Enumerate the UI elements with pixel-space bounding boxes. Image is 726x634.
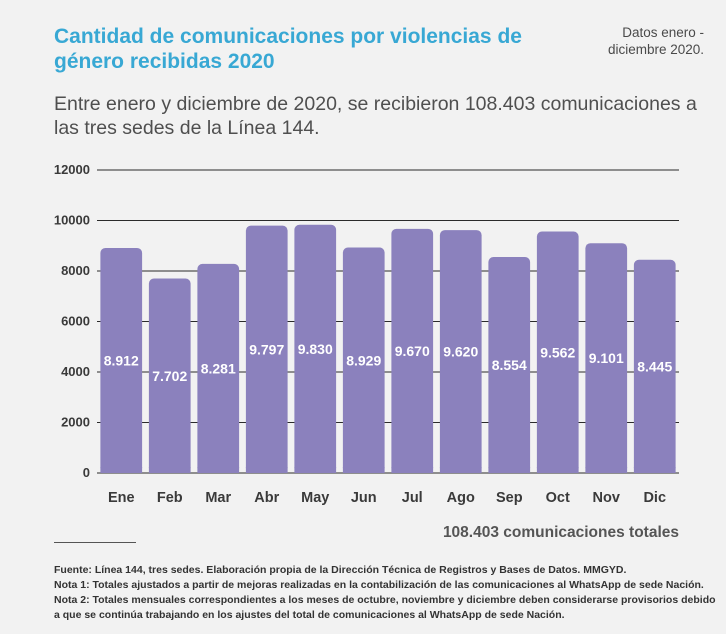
- labels: 0 2000 4000 6000 8000 10000 12000 8.912 Ene 7.702…: [54, 162, 673, 506]
- x-tick-label: Abr: [254, 490, 279, 506]
- bar-base: [197, 467, 240, 473]
- chart-subtitle: Entre enero y diciembre de 2020, se reci…: [54, 93, 697, 139]
- bar: [294, 224, 337, 473]
- data-label: 8.929: [346, 352, 381, 368]
- y-tick-label: 8000: [61, 263, 90, 278]
- bar: [342, 247, 385, 473]
- y-tick-label: 10000: [54, 213, 90, 228]
- divider: [54, 542, 136, 543]
- bar-base: [439, 467, 482, 473]
- data-label: 9.620: [443, 344, 478, 360]
- x-tick-label: Jul: [402, 490, 423, 506]
- x-tick-label: May: [301, 490, 329, 506]
- data-label: 9.830: [298, 341, 333, 357]
- x-tick-label: Sep: [496, 490, 523, 506]
- bar-chart: 0 2000 4000 6000 8000 10000 12000 8.912 Ene 7.702…: [54, 162, 679, 506]
- data-label: 9.562: [540, 344, 575, 360]
- x-tick-label: Dic: [643, 490, 666, 506]
- data-label: 7.702: [152, 368, 187, 384]
- y-tick-label: 2000: [61, 415, 90, 430]
- bar: [633, 259, 676, 473]
- bar-base: [391, 467, 434, 473]
- note-1: Nota 1: Totales ajustados a partir de me…: [54, 579, 704, 591]
- bar: [585, 243, 628, 473]
- footnotes: Fuente: Línea 144, tres sedes. Elaboraci…: [54, 563, 724, 623]
- bar-base: [536, 467, 579, 473]
- total-label: 108.403 comunicaciones totales: [442, 524, 679, 541]
- data-label: 8.912: [104, 352, 139, 368]
- x-tick-label: Feb: [157, 490, 183, 506]
- bar-base: [245, 467, 288, 473]
- y-tick-label: 12000: [54, 162, 90, 177]
- bar-base: [342, 467, 385, 473]
- x-tick-label: Ene: [108, 490, 135, 506]
- bar: [197, 263, 240, 473]
- x-tick-label: Nov: [593, 490, 620, 506]
- source-note: Fuente: Línea 144, tres sedes. Elaboraci…: [54, 564, 627, 576]
- data-label: 9.797: [249, 341, 284, 357]
- bar-base: [633, 467, 676, 473]
- bar: [100, 247, 143, 473]
- bar: [439, 230, 482, 473]
- bar: [148, 278, 191, 473]
- bar-base: [294, 467, 337, 473]
- x-tick-label: Jun: [351, 490, 377, 506]
- bar: [245, 225, 288, 473]
- gridlines: [97, 169, 679, 474]
- x-tick-label: Mar: [205, 490, 231, 506]
- bar: [391, 228, 434, 473]
- bar-base: [148, 467, 191, 473]
- data-label: 8.445: [637, 358, 672, 374]
- x-tick-label: Ago: [447, 490, 475, 506]
- bar-base: [488, 467, 531, 473]
- period-note: Datos enero -diciembre 2020.: [607, 25, 704, 57]
- x-tick-label: Oct: [546, 490, 570, 506]
- bars: [100, 224, 676, 473]
- y-tick-label: 6000: [61, 314, 90, 329]
- note-2: Nota 2: Totales mensuales correspondient…: [54, 594, 716, 621]
- bar-base: [585, 467, 628, 473]
- data-label: 9.101: [589, 350, 624, 366]
- y-tick-label: 4000: [61, 364, 90, 379]
- data-label: 8.554: [492, 357, 527, 373]
- data-label: 8.281: [201, 360, 236, 376]
- bar-base: [100, 467, 143, 473]
- chart-title: Cantidad de comunicaciones por violencia…: [54, 25, 522, 73]
- y-tick-label: 0: [83, 465, 90, 480]
- bar: [488, 257, 531, 473]
- bar: [536, 231, 579, 473]
- data-label: 9.670: [395, 343, 430, 359]
